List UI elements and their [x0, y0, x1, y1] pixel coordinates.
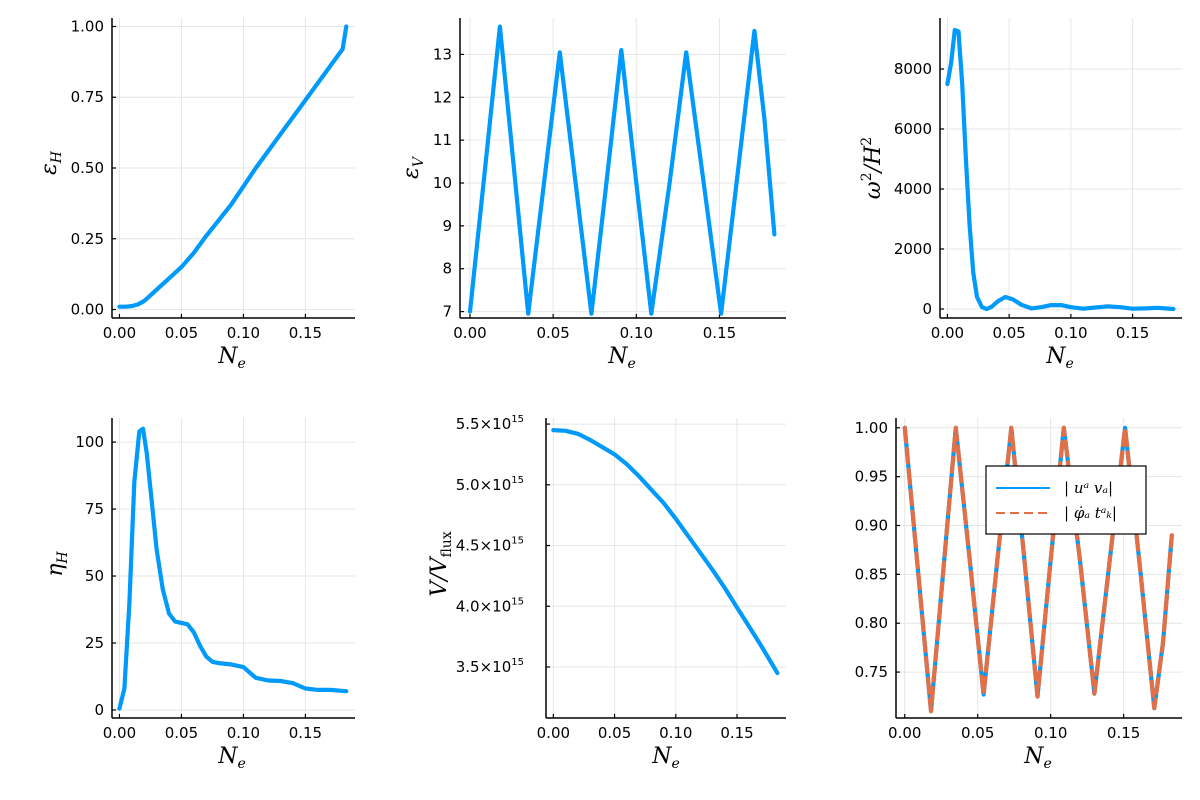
- y-tick-label: 50: [85, 567, 104, 585]
- x-tick-label: 0.05: [992, 324, 1025, 342]
- legend-label-1: | uᵃ vₐ|: [1064, 479, 1113, 497]
- y-tick-label: 0.85: [855, 565, 888, 583]
- gridlines: [546, 418, 786, 718]
- y-tick-label: 10: [433, 174, 452, 192]
- x-tick-label: 0.00: [103, 724, 136, 742]
- y-tick-label: 0.50: [71, 159, 104, 177]
- ylabel-epsilon-v: εV: [399, 155, 427, 179]
- y-tick-label: 13: [433, 45, 452, 63]
- panel-epsilon-v: εV Ne 0.00 0.05 0.10 0.15 7 8 9 10 11 12 13: [399, 18, 786, 372]
- y-tick-label: 1.00: [855, 419, 888, 437]
- y-tick-label: 0.90: [855, 516, 888, 534]
- series-line-1: [117, 426, 349, 711]
- x-tick-label: 0.00: [931, 324, 964, 342]
- x-tick-label: 0.05: [598, 724, 631, 742]
- xlabel-ne: Ne: [1023, 744, 1052, 772]
- y-tick-label: 8000: [894, 60, 932, 78]
- x-tick-label: 0.05: [165, 724, 198, 742]
- legend-box: [985, 465, 1147, 535]
- y-tick-label: 12: [433, 88, 452, 106]
- y-tick-label: 0.75: [71, 88, 104, 106]
- x-tick-label: 0.10: [1054, 324, 1087, 342]
- x-tick-label: 0.10: [659, 724, 692, 742]
- x-tick-label: 0.10: [227, 324, 260, 342]
- x-tick-label: 0.15: [703, 324, 736, 342]
- x-tick-label: 0.00: [888, 724, 921, 742]
- panel-eta-h: ηH Ne 0.00 0.05 0.10 0.15 0 25 50 75 100: [43, 418, 355, 772]
- xlabel-ne: Ne: [1045, 344, 1074, 372]
- y-tick-label: 5.5×1015: [456, 414, 524, 433]
- x-tick-label: 0.05: [165, 324, 198, 342]
- x-tick-label: 0.05: [536, 324, 569, 342]
- panel-omega-ratio: ω2/H2 Ne 0.00 0.05 0.10 0.15 0 2000 4000 6000 80…: [859, 18, 1182, 372]
- series-line-1: [945, 27, 1176, 312]
- y-tick-label: 25: [85, 634, 104, 652]
- y-tick-label: 0.95: [855, 468, 888, 486]
- panel-epsilon-h: εH Ne 0.00 0.05 0.10 0.15 0.00 0.25 0.50 0.75 1.…: [37, 17, 355, 372]
- y-tick-label: 0: [922, 300, 932, 318]
- y-tick-label: 0.00: [71, 301, 104, 319]
- y-tick-label: 8: [442, 260, 452, 278]
- y-tick-label: 9: [442, 217, 452, 235]
- y-tick-label: 0.25: [71, 230, 104, 248]
- gridlines: [112, 18, 355, 318]
- x-tick-label: 0.00: [103, 324, 136, 342]
- x-tick-label: 0.10: [1034, 724, 1067, 742]
- y-tick-label: 4.0×1015: [456, 596, 524, 615]
- ylabel-omega-ratio: ω2/H2: [859, 137, 886, 199]
- panel-v-over-vflux: V/Vflux Ne 0.00 0.05 0.10 0.15 3.5×1015 4.0×1…: [427, 414, 786, 772]
- ylabel-eta-h: ηH: [43, 551, 71, 577]
- xlabel-ne: Ne: [651, 744, 680, 772]
- series-line-1: [467, 24, 777, 316]
- x-tick-label: 0.00: [453, 324, 486, 342]
- series-line-1: [117, 24, 349, 309]
- y-tick-label: 0.80: [855, 614, 888, 632]
- y-tick-label: 75: [85, 500, 104, 518]
- panel-overlap: Ne 0.00 0.05 0.10 0.15 0.75 0.80 0.85 0.90 0.95 1…: [855, 418, 1182, 772]
- x-tick-label: 0.15: [720, 724, 753, 742]
- x-tick-label: 0.05: [961, 724, 994, 742]
- y-tick-label: 4000: [894, 180, 932, 198]
- y-tick-label: 2000: [894, 240, 932, 258]
- xlabel-ne: Ne: [217, 344, 246, 372]
- y-tick-label: 5.0×1015: [456, 475, 524, 494]
- xlabel-ne: Ne: [217, 744, 246, 772]
- legend-label-2: | φ̇ₐ tᵃₖ|: [1064, 504, 1117, 522]
- y-tick-label: 7: [442, 303, 452, 321]
- y-tick-label: 11: [433, 131, 452, 149]
- x-tick-label: 0.15: [1107, 724, 1140, 742]
- y-tick-label: 6000: [894, 120, 932, 138]
- y-tick-label: 100: [75, 433, 104, 451]
- y-tick-label: 0.75: [855, 663, 888, 681]
- x-tick-label: 0.15: [289, 324, 322, 342]
- gridlines: [940, 18, 1182, 318]
- y-tick-label: 1.00: [71, 17, 104, 35]
- x-tick-label: 0.15: [1116, 324, 1149, 342]
- ylabel-v-over-vflux: V/Vflux: [427, 531, 455, 597]
- series-line-1: [551, 428, 780, 676]
- ylabel-epsilon-h: εH: [37, 150, 65, 175]
- x-tick-label: 0.10: [227, 724, 260, 742]
- legend: | uᵃ vₐ| | φ̇ₐ tᵃₖ|: [985, 465, 1147, 535]
- x-tick-label: 0.15: [289, 724, 322, 742]
- y-tick-label: 4.5×1015: [456, 536, 524, 555]
- y-tick-label: 0: [94, 701, 104, 719]
- y-tick-label: 3.5×1015: [456, 657, 524, 676]
- x-tick-label: 0.10: [620, 324, 653, 342]
- x-tick-label: 0.00: [537, 724, 570, 742]
- xlabel-ne: Ne: [607, 344, 636, 372]
